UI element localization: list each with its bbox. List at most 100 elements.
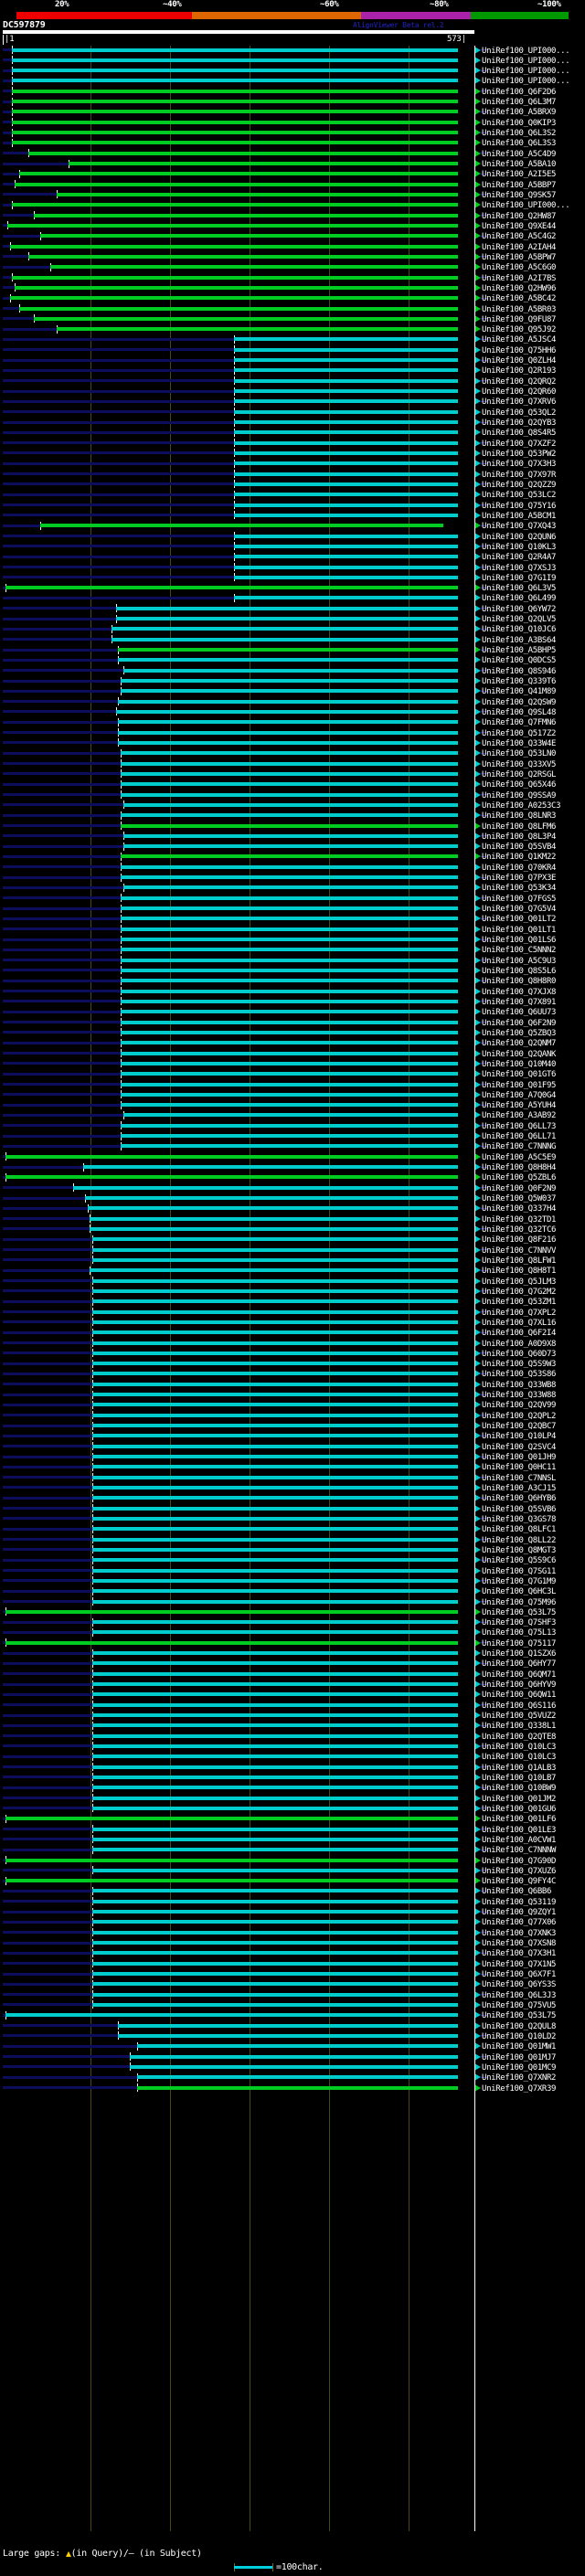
hsp-bar[interactable]: [115, 617, 458, 621]
hsp-bar[interactable]: [92, 1796, 458, 1800]
hit-accession-label[interactable]: UniRef100_Q6QM71: [482, 1670, 557, 1680]
hsp-bar[interactable]: [12, 131, 458, 135]
hsp-bar[interactable]: [118, 2023, 458, 2028]
hit-accession-label[interactable]: UniRef100_Q1KM22: [482, 853, 557, 863]
hit-accession-label[interactable]: UniRef100_Q01MW1: [482, 2042, 557, 2052]
hit-accession-label[interactable]: UniRef100_Q5JLM3: [482, 1277, 557, 1287]
hit-accession-label[interactable]: UniRef100_Q8LFM6: [482, 822, 557, 832]
hsp-bar[interactable]: [92, 1455, 458, 1459]
table-row[interactable]: UniRef100_Q5JLM3: [0, 1277, 585, 1287]
hit-accession-label[interactable]: UniRef100_Q6L3J3: [482, 1990, 557, 2000]
hit-accession-label[interactable]: UniRef100_Q01JH9: [482, 1453, 557, 1463]
hsp-bar[interactable]: [12, 100, 458, 104]
table-row[interactable]: UniRef100_Q53K34: [0, 883, 585, 894]
hsp-bar[interactable]: [111, 627, 458, 631]
hsp-bar[interactable]: [92, 1930, 458, 1935]
table-row[interactable]: UniRef100_Q8L3P4: [0, 832, 585, 842]
hit-accession-label[interactable]: UniRef100_Q2QSW9: [482, 697, 557, 707]
hsp-bar[interactable]: [233, 399, 458, 404]
hit-accession-label[interactable]: UniRef100_Q7XRV6: [482, 398, 557, 408]
table-row[interactable]: UniRef100_Q6HYB6: [0, 1493, 585, 1504]
hit-accession-label[interactable]: UniRef100_Q5SVB4: [482, 843, 557, 853]
hit-accession-label[interactable]: UniRef100_Q2R193: [482, 366, 557, 376]
table-row[interactable]: UniRef100_Q75HH6: [0, 345, 585, 355]
table-row[interactable]: UniRef100_Q6QM71: [0, 1670, 585, 1680]
table-row[interactable]: UniRef100_Q8LFC1: [0, 1524, 585, 1535]
hit-accession-label[interactable]: UniRef100_Q9FU87: [482, 314, 557, 324]
hit-accession-label[interactable]: UniRef100_Q6UU73: [482, 1008, 557, 1018]
hit-accession-label[interactable]: UniRef100_Q01LS6: [482, 936, 557, 946]
hsp-bar[interactable]: [121, 999, 458, 1003]
hsp-bar[interactable]: [118, 648, 458, 652]
table-row[interactable]: UniRef100_A5BR03: [0, 304, 585, 314]
table-row[interactable]: UniRef100_Q7X891: [0, 997, 585, 1007]
hsp-bar[interactable]: [121, 938, 458, 942]
table-row[interactable]: UniRef100_Q8H8H4: [0, 1162, 585, 1173]
hsp-bar[interactable]: [12, 110, 458, 114]
table-row[interactable]: UniRef100_Q8H8T1: [0, 1266, 585, 1277]
hit-accession-label[interactable]: UniRef100_A3BS64: [482, 635, 557, 645]
hsp-bar[interactable]: [233, 493, 458, 497]
hit-accession-label[interactable]: UniRef100_C7NNSL: [482, 1473, 557, 1483]
hit-accession-label[interactable]: UniRef100_Q7XNR2: [482, 2073, 557, 2083]
hit-accession-label[interactable]: UniRef100_A5YUH4: [482, 1101, 557, 1111]
hsp-bar[interactable]: [82, 1165, 458, 1170]
table-row[interactable]: UniRef100_Q2RSGL: [0, 769, 585, 779]
table-row[interactable]: UniRef100_Q6F2N9: [0, 1018, 585, 1028]
table-row[interactable]: UniRef100_Q7X1N5: [0, 1959, 585, 1969]
hit-accession-label[interactable]: UniRef100_Q6F2I4: [482, 1329, 557, 1339]
hsp-bar[interactable]: [92, 1630, 458, 1635]
table-row[interactable]: UniRef100_Q2QANK: [0, 1049, 585, 1059]
hit-accession-label[interactable]: UniRef100_A5BR03: [482, 304, 557, 314]
hit-accession-label[interactable]: UniRef100_Q337H4: [482, 1204, 557, 1214]
table-row[interactable]: UniRef100_Q6L499: [0, 593, 585, 604]
table-row[interactable]: UniRef100_C7NNSL: [0, 1473, 585, 1483]
table-row[interactable]: UniRef100_UPI000...: [0, 46, 585, 56]
hit-accession-label[interactable]: UniRef100_Q53S86: [482, 1370, 557, 1380]
hit-accession-label[interactable]: UniRef100_Q10LC3: [482, 1742, 557, 1752]
hit-accession-label[interactable]: UniRef100_A5BA10: [482, 160, 557, 170]
table-row[interactable]: UniRef100_Q01MW1: [0, 2041, 585, 2052]
hit-accession-label[interactable]: UniRef100_A2IAH4: [482, 242, 557, 252]
hit-accession-label[interactable]: UniRef100_Q53LC2: [482, 491, 557, 501]
hsp-bar[interactable]: [49, 265, 458, 270]
hit-accession-label[interactable]: UniRef100_Q75117: [482, 1638, 557, 1648]
hit-accession-label[interactable]: UniRef100_Q5S9C6: [482, 1556, 557, 1566]
hit-accession-label[interactable]: UniRef100_Q33W88: [482, 1391, 557, 1401]
table-row[interactable]: UniRef100_Q7PX3E: [0, 873, 585, 884]
hit-accession-label[interactable]: UniRef100_Q53PW2: [482, 449, 557, 459]
hsp-bar[interactable]: [118, 658, 458, 663]
table-row[interactable]: UniRef100_Q6HY77: [0, 1659, 585, 1670]
table-row[interactable]: UniRef100_Q5ZBQ3: [0, 1028, 585, 1038]
table-row[interactable]: UniRef100_A5BC42: [0, 293, 585, 304]
table-row[interactable]: UniRef100_Q2QTE8: [0, 1732, 585, 1742]
table-row[interactable]: UniRef100_A0D9X8: [0, 1339, 585, 1349]
hsp-bar[interactable]: [233, 420, 458, 425]
hsp-bar[interactable]: [12, 275, 458, 280]
hit-accession-label[interactable]: UniRef100_Q53QL2: [482, 408, 557, 418]
hsp-bar[interactable]: [92, 1702, 458, 1707]
hit-accession-label[interactable]: UniRef100_Q2QPL2: [482, 1411, 557, 1421]
table-row[interactable]: UniRef100_A5JSC4: [0, 334, 585, 345]
hsp-bar[interactable]: [121, 679, 458, 684]
hit-accession-label[interactable]: UniRef100_Q8H8H4: [482, 1163, 557, 1173]
table-row[interactable]: UniRef100_A5BBP7: [0, 180, 585, 190]
table-row[interactable]: UniRef100_Q75M96: [0, 1597, 585, 1607]
table-row[interactable]: UniRef100_A3CJ15: [0, 1483, 585, 1493]
table-row[interactable]: UniRef100_Q6X7F1: [0, 1969, 585, 1980]
table-row[interactable]: UniRef100_A2I5E5: [0, 169, 585, 180]
table-row[interactable]: UniRef100_Q10M40: [0, 1059, 585, 1069]
hit-accession-label[interactable]: UniRef100_Q01LT1: [482, 925, 557, 935]
hit-accession-label[interactable]: UniRef100_A0253C3: [482, 800, 561, 811]
hit-accession-label[interactable]: UniRef100_A3CJ15: [482, 1483, 557, 1493]
hsp-bar[interactable]: [121, 813, 458, 818]
hsp-bar[interactable]: [121, 896, 458, 900]
table-row[interactable]: UniRef100_Q2R193: [0, 366, 585, 376]
hit-accession-label[interactable]: UniRef100_Q8H8R0: [482, 977, 557, 987]
hit-accession-label[interactable]: UniRef100_A0D9X8: [482, 1339, 557, 1349]
hsp-bar[interactable]: [92, 1848, 458, 1852]
table-row[interactable]: UniRef100_Q53PW2: [0, 449, 585, 459]
hit-accession-label[interactable]: UniRef100_Q7XZF2: [482, 439, 557, 449]
table-row[interactable]: UniRef100_Q0HC11: [0, 1462, 585, 1473]
hit-accession-label[interactable]: UniRef100_Q517Z2: [482, 728, 557, 738]
